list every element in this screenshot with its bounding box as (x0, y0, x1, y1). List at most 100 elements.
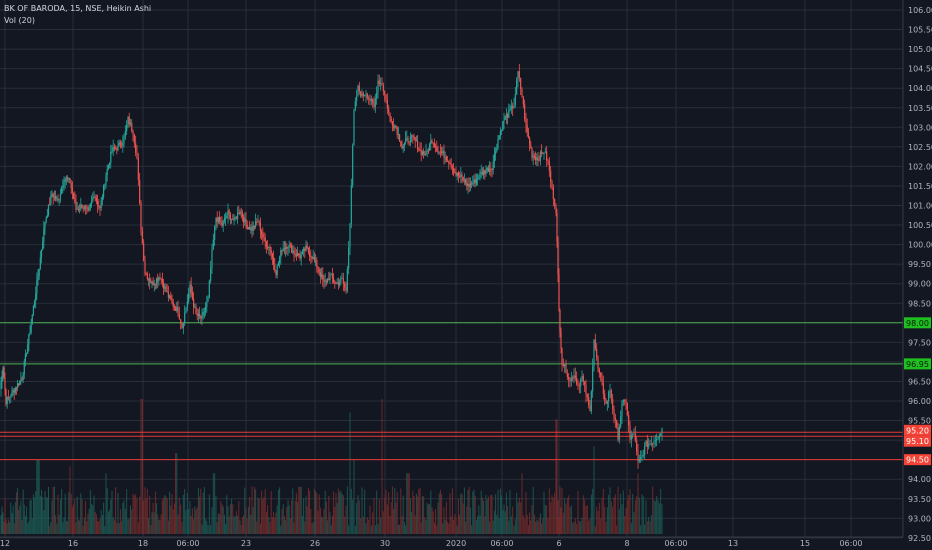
candle-body (535, 157, 537, 160)
candle-body (429, 144, 431, 151)
volume-bar (43, 510, 45, 534)
candle-body (222, 220, 224, 226)
volume-bar (131, 509, 133, 534)
volume-bar (121, 521, 123, 534)
candle-body (9, 396, 11, 398)
volume-bar (62, 522, 64, 534)
candle-body (323, 279, 325, 282)
candle-body (517, 71, 519, 81)
candle-body (592, 365, 594, 392)
volume-bar (449, 493, 451, 534)
volume-bar (613, 497, 615, 534)
candle-body (226, 216, 228, 218)
volume-bar (467, 490, 469, 534)
volume-bar (444, 519, 446, 534)
candle-body (268, 247, 270, 248)
candle-body (307, 247, 309, 253)
hline-layer (0, 322, 903, 461)
candle-body (616, 420, 618, 427)
candle-body (396, 127, 398, 135)
candle-body (542, 153, 544, 155)
x-tick-label: 15 (800, 539, 810, 548)
candle-body (435, 146, 437, 148)
volume-bar (239, 520, 241, 534)
candle-body (329, 274, 331, 281)
candle-body (384, 91, 386, 95)
candle-body (12, 390, 14, 392)
volume-bar (227, 506, 229, 534)
candle-body (91, 200, 93, 204)
candle-body (581, 376, 583, 380)
candle-body (660, 433, 662, 437)
candle-body (233, 217, 235, 220)
candle-body (221, 222, 223, 226)
volume-bar (86, 521, 88, 534)
volume-bar (11, 512, 13, 534)
candle-body (76, 209, 78, 210)
candle-body (141, 231, 143, 244)
candle-body (116, 148, 118, 151)
volume-bar (430, 490, 432, 534)
volume-bar (6, 523, 8, 534)
volume-bar (241, 517, 243, 534)
volume-bar (202, 492, 204, 534)
candle-body (409, 136, 411, 143)
candle-body (244, 218, 246, 223)
candle-body (19, 380, 21, 386)
candle-body (275, 270, 277, 276)
volume-bar (365, 523, 367, 534)
candle-body (391, 121, 393, 126)
volume-bar (262, 498, 264, 534)
candle-body (321, 274, 323, 277)
candle-body (20, 379, 22, 381)
volume-bar (568, 495, 570, 534)
candle-body (621, 402, 623, 417)
volume-bar (139, 496, 141, 534)
volume-bar (87, 513, 89, 534)
y-tick-label: 101.50 (908, 182, 932, 191)
x-tick-label: 26 (310, 539, 320, 548)
candle-body (126, 124, 128, 132)
y-tick-label: 102.00 (908, 162, 932, 171)
volume-bar (557, 500, 559, 534)
candle-body (497, 139, 499, 148)
volume-bar (71, 507, 73, 534)
volume-bar (117, 492, 119, 534)
candle-body (21, 379, 23, 381)
volume-bar (21, 520, 23, 534)
volume-bar (165, 496, 167, 534)
volume-bar (433, 522, 435, 534)
candle-body (369, 98, 371, 102)
volume-bar (594, 525, 596, 534)
candle-body (300, 253, 302, 259)
candle-body (27, 344, 29, 354)
volume-bar (477, 516, 479, 534)
candle-body (282, 248, 284, 252)
volume-bar (265, 512, 267, 534)
volume-bar (414, 515, 416, 534)
candle-body (220, 221, 222, 223)
volume-bar (551, 495, 553, 534)
volume-bar (68, 492, 70, 534)
candle-body (393, 125, 395, 128)
volume-bar (396, 492, 398, 534)
volume-bar (358, 500, 360, 534)
candle-body (612, 399, 614, 410)
candle-body (150, 281, 152, 284)
candle-body (64, 179, 66, 182)
volume-bar (132, 493, 134, 534)
candle-body (453, 168, 455, 173)
candle-body (378, 80, 380, 85)
candle-body (53, 196, 55, 198)
volume-title: Vol (20) (4, 16, 35, 25)
candle-body (325, 280, 327, 283)
volume-bar (370, 525, 372, 534)
volume-bar (237, 515, 239, 534)
volume-bar (171, 494, 173, 534)
y-tick-label: 104.00 (908, 84, 932, 93)
volume-bar (31, 518, 33, 534)
candle-body (252, 225, 254, 231)
volume-bar (360, 518, 362, 534)
volume-bar (581, 517, 583, 534)
volume-bar (602, 488, 604, 534)
